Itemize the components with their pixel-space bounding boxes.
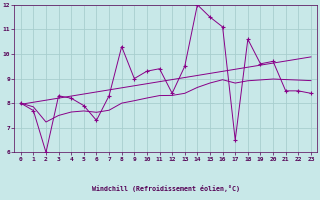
X-axis label: Windchill (Refroidissement éolien,°C): Windchill (Refroidissement éolien,°C)	[92, 185, 240, 192]
